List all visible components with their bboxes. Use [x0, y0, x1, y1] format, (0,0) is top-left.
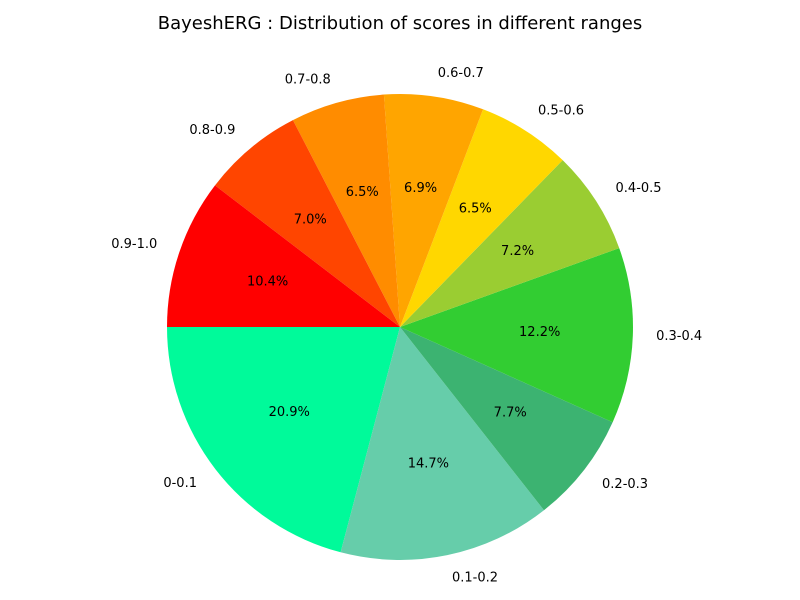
slice-label: 0.1-0.2: [452, 570, 498, 585]
slice-percent-label: 14.7%: [408, 456, 449, 471]
pie-labels: 0-0.1 20.9% 0.1-0.2 14.7% 0.2-0.3 7.7% 0.3-0.4…: [111, 66, 702, 585]
slice-percent-label: 12.2%: [519, 325, 560, 340]
chart-title: BayeshERG : Distribution of scores in di…: [158, 13, 643, 34]
slice-label: 0.8-0.9: [189, 123, 235, 138]
pie-slice-0.2-0.3: [400, 327, 613, 511]
slice-label: 0.7-0.8: [285, 73, 331, 88]
pie-slice-0.3-0.4: [400, 248, 634, 423]
slice-percent-label: 7.0%: [294, 212, 327, 227]
slice-label: 0-0.1: [163, 476, 197, 491]
slice-label: 0.2-0.3: [602, 477, 648, 492]
slice-percent-label: 6.9%: [404, 181, 437, 196]
pie-slice-0.7-0.8: [292, 94, 400, 327]
slice-percent-label: 7.2%: [501, 244, 534, 259]
slice-label: 0.5-0.6: [538, 104, 584, 119]
pie-slice-0.4-0.5: [400, 160, 620, 327]
pie-slice-0.5-0.6: [400, 109, 563, 327]
slice-label: 0.3-0.4: [656, 329, 702, 344]
slice-label: 0.4-0.5: [616, 181, 662, 196]
slice-percent-label: 10.4%: [247, 275, 288, 290]
pie-slice-0.9-1.0: [167, 185, 400, 327]
pie-slices: [167, 94, 634, 560]
pie-slice-0.6-0.7: [383, 94, 484, 327]
pie-slice-0.1-0.2: [340, 327, 544, 560]
pie-slice-0.8-0.9: [215, 120, 400, 327]
slice-percent-label: 6.5%: [346, 185, 379, 200]
slice-percent-label: 20.9%: [269, 405, 310, 420]
pie-slice-0-0.1: [167, 327, 400, 553]
slice-label: 0.6-0.7: [438, 66, 484, 81]
slice-label: 0.9-1.0: [111, 237, 157, 252]
slice-percent-label: 7.7%: [494, 406, 527, 421]
slice-percent-label: 6.5%: [459, 202, 492, 217]
